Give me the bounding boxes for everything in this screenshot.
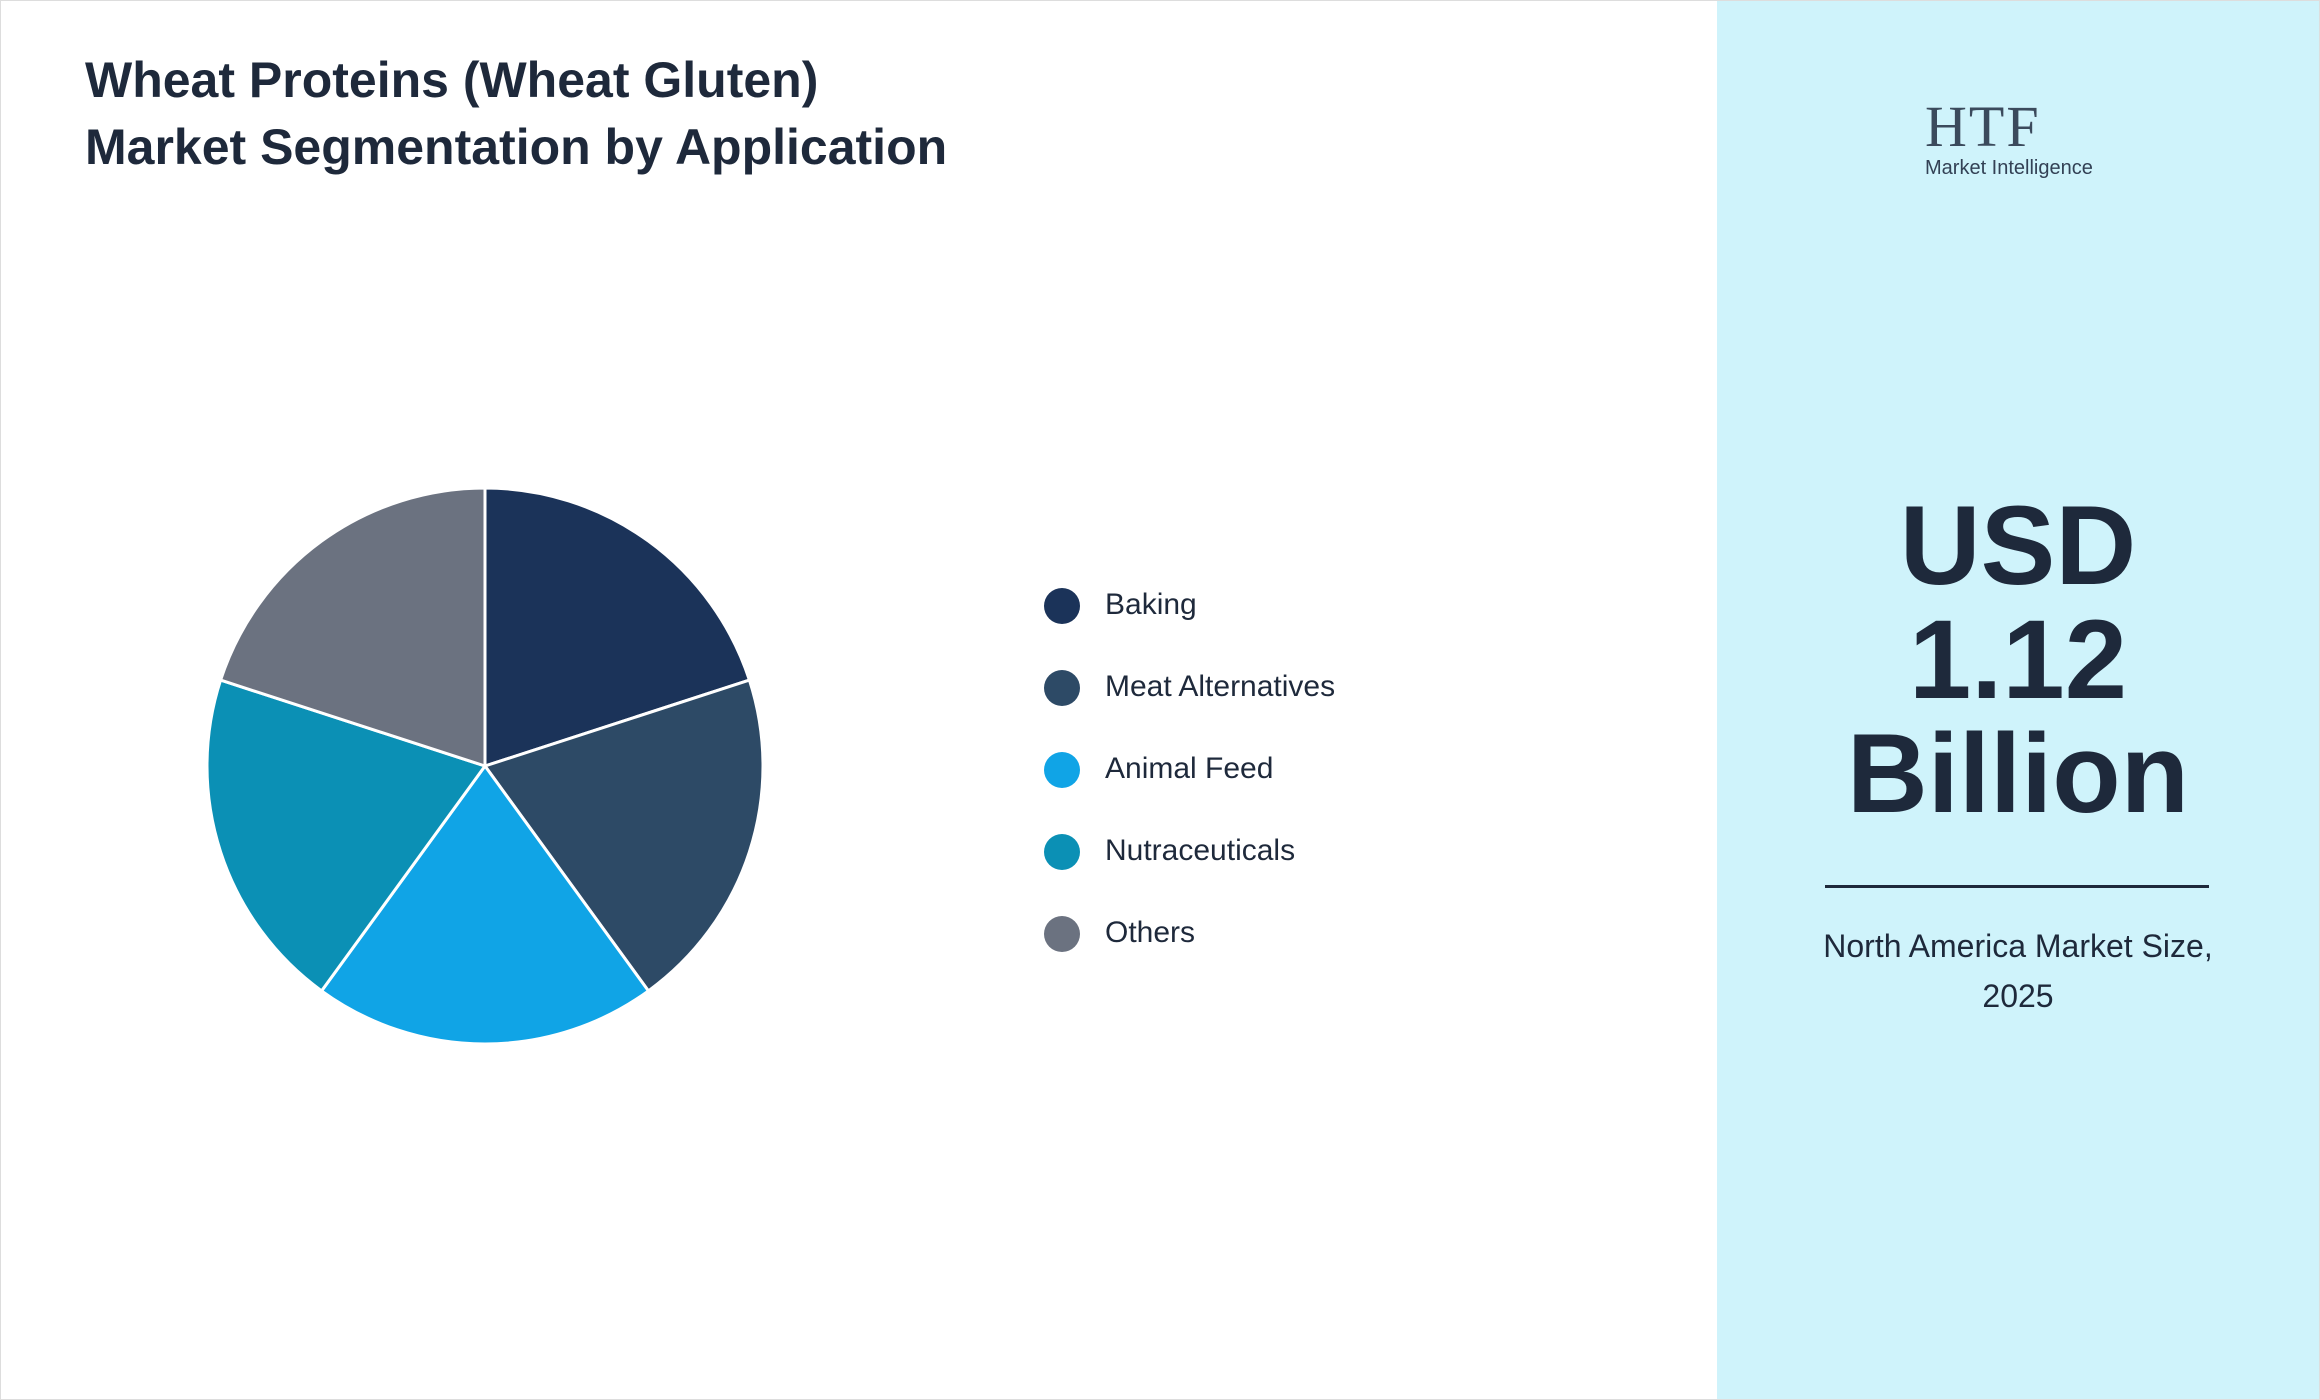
logo-tagline: Market Intelligence	[1925, 157, 2093, 179]
pie-slice	[205, 678, 488, 994]
chart-title: Wheat Proteins (Wheat Gluten) Market Seg…	[85, 52, 948, 175]
highlight-value: USD 1.12 Billion	[1846, 483, 2190, 836]
legend-label: Nutraceuticals	[1105, 834, 1295, 867]
legend-label: Others	[1105, 916, 1195, 949]
legend-label: Baking	[1105, 588, 1197, 621]
logo-mark: HTF	[1925, 94, 2041, 159]
legend-swatch	[1044, 752, 1080, 788]
side-panel: HTF Market Intelligence USD 1.12 Billion…	[1717, 1, 2319, 1399]
chart: Baking Meat Alternatives Animal Feed Nutrac…	[205, 486, 1335, 1046]
legend-swatch	[1044, 916, 1080, 952]
pie-slice	[483, 486, 752, 769]
pie-slice	[319, 763, 651, 1046]
divider	[1825, 885, 2209, 888]
highlight-caption: North America Market Size, 2025	[1823, 928, 2213, 1014]
highlight-box: USD 1.12 Billion	[1717, 489, 2319, 831]
legend-swatch	[1044, 670, 1080, 706]
pie-slice	[218, 486, 487, 769]
legend-swatch	[1044, 588, 1080, 624]
legend-swatch	[1044, 834, 1080, 870]
pie-slice	[482, 678, 765, 994]
legend-label: Meat Alternatives	[1105, 670, 1335, 703]
legend-label: Animal Feed	[1105, 752, 1273, 785]
